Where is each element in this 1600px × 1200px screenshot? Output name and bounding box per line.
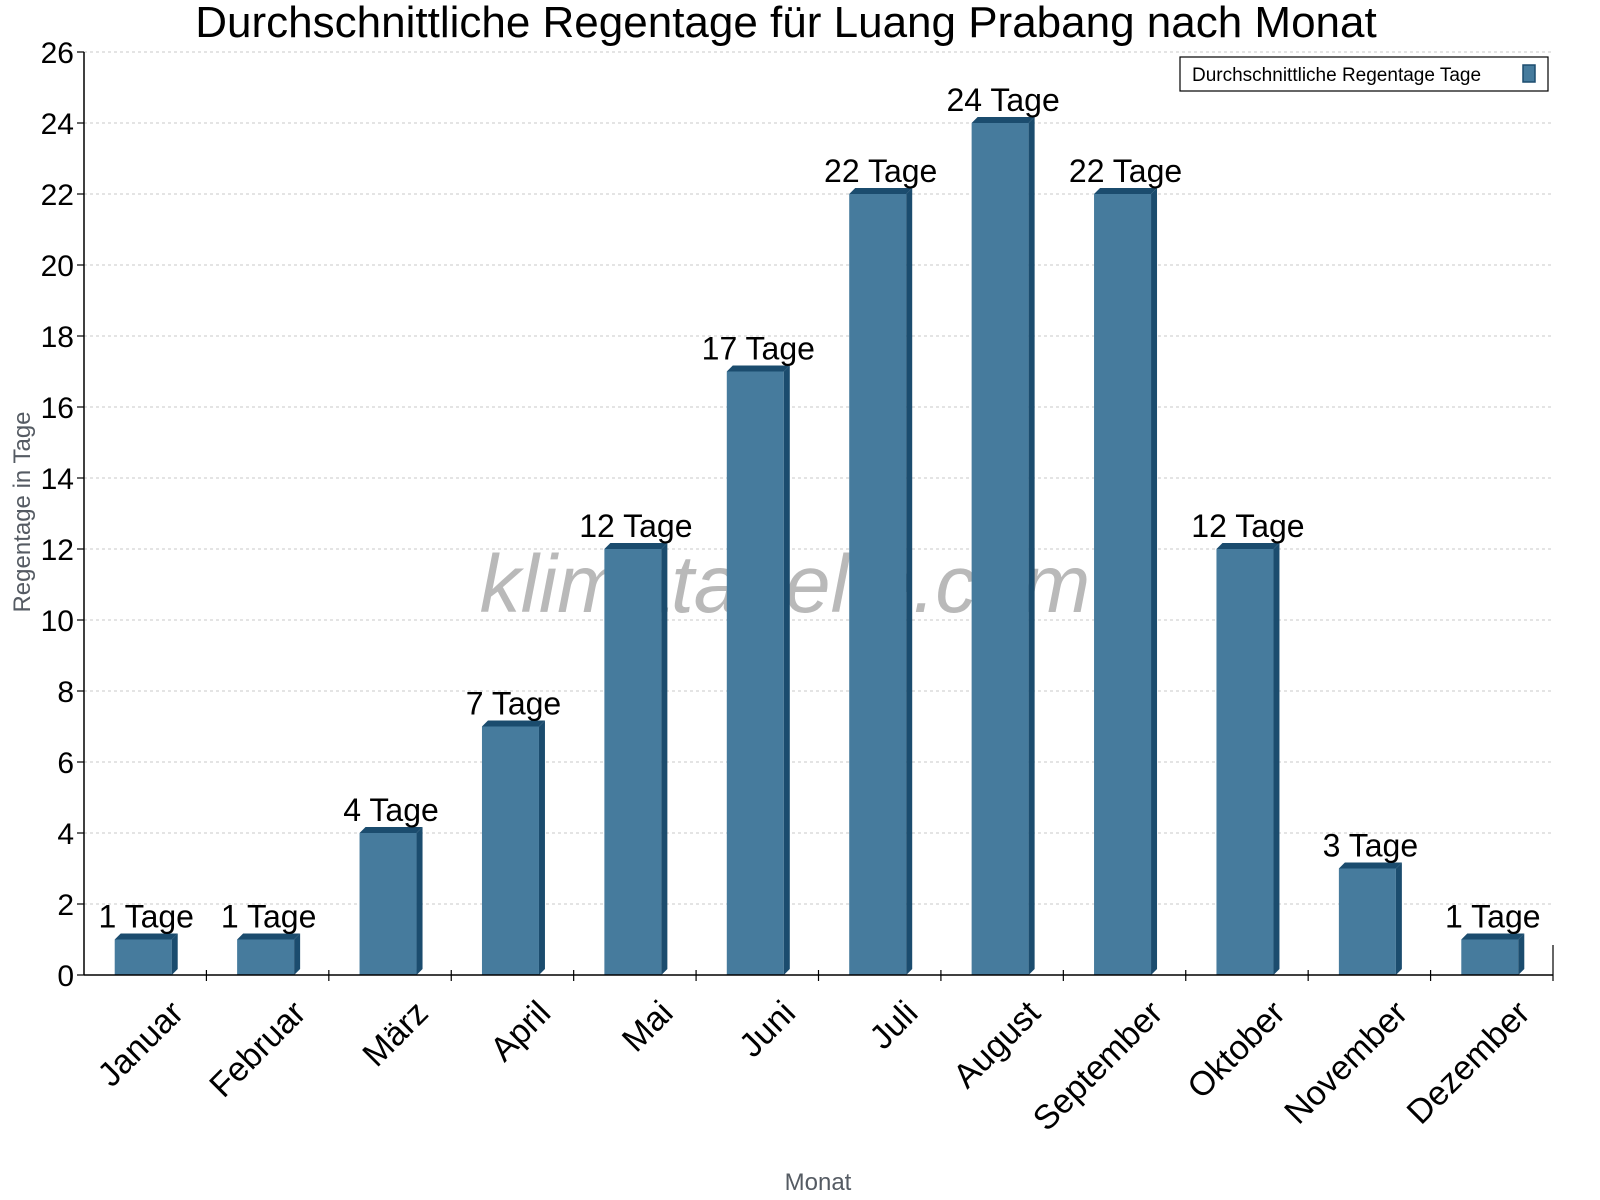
x-axis-ticks: Januar Februar März April Mai Juni Juli AugustS…	[91, 970, 1538, 1138]
x-tick-label: Dezember	[1400, 994, 1538, 1132]
x-tick-label: September	[1026, 994, 1170, 1138]
bar	[1461, 933, 1525, 975]
bar	[237, 933, 301, 975]
bar-data-label: 22 Tage	[1069, 153, 1182, 189]
bar	[1338, 862, 1402, 975]
bar-data-label: 12 Tage	[579, 508, 692, 544]
legend-label: Durchschnittliche Regentage Tage	[1192, 65, 1481, 86]
x-tick-label: Januar	[91, 994, 191, 1094]
y-tick-label: 14	[41, 463, 74, 496]
x-tick-label: Juni	[732, 994, 803, 1065]
x-tick-label: Februar	[202, 994, 313, 1105]
y-tick-label: 26	[41, 37, 74, 70]
bar-data-label: 24 Tage	[946, 82, 1059, 118]
y-tick-label: 10	[41, 605, 74, 638]
x-tick-label: August	[946, 993, 1048, 1095]
bar-data-label: 1 Tage	[98, 899, 194, 935]
x-tick-label: November	[1277, 994, 1415, 1132]
x-tick-label: Oktober	[1180, 994, 1292, 1106]
bar	[114, 933, 178, 975]
bar	[849, 188, 913, 975]
bar	[726, 365, 790, 975]
bar	[1216, 543, 1280, 975]
y-tick-label: 22	[41, 179, 74, 212]
bars: 1 Tage 1 Tage 4 Tage 7 Tage 12 Tage 17 Tage 22…	[98, 82, 1541, 975]
bar-data-label: 22 Tage	[824, 153, 937, 189]
y-tick-label: 8	[57, 676, 74, 709]
bar-data-label: 12 Tage	[1191, 508, 1304, 544]
bar	[1094, 188, 1158, 975]
legend-swatch-icon	[1522, 64, 1536, 83]
y-tick-label: 12	[41, 534, 74, 567]
bar	[604, 543, 668, 975]
bar-data-label: 7 Tage	[466, 686, 562, 722]
y-tick-label: 0	[57, 960, 74, 993]
bar	[971, 117, 1035, 975]
x-tick-label: Mai	[615, 994, 681, 1060]
bar-data-label: 1 Tage	[1445, 899, 1541, 935]
bar-data-label: 17 Tage	[702, 331, 815, 367]
y-tick-label: 2	[57, 889, 74, 922]
y-tick-label: 4	[57, 818, 74, 851]
bar-data-label: 3 Tage	[1323, 828, 1419, 864]
bar	[359, 827, 423, 975]
bar-data-label: 1 Tage	[221, 899, 317, 935]
y-tick-label: 16	[41, 392, 74, 425]
grid-lines	[84, 51, 1553, 905]
x-tick-label: April	[483, 994, 558, 1069]
x-axis-label: Monat	[785, 1169, 852, 1196]
legend: Durchschnittliche Regentage Tage	[1179, 56, 1549, 92]
y-tick-label: 24	[41, 108, 74, 141]
bar	[481, 720, 545, 975]
x-tick-label: Juli	[862, 994, 925, 1057]
y-tick-label: 18	[41, 321, 74, 354]
x-tick-label: März	[355, 994, 435, 1074]
bar-data-label: 4 Tage	[343, 792, 439, 828]
y-tick-label: 20	[41, 250, 74, 283]
chart-title: Durchschnittliche Regentage für Luang Pr…	[195, 0, 1376, 47]
y-tick-label: 6	[57, 747, 74, 780]
y-axis-label: Regentage in Tage	[9, 411, 36, 612]
legend-box	[1179, 56, 1549, 92]
